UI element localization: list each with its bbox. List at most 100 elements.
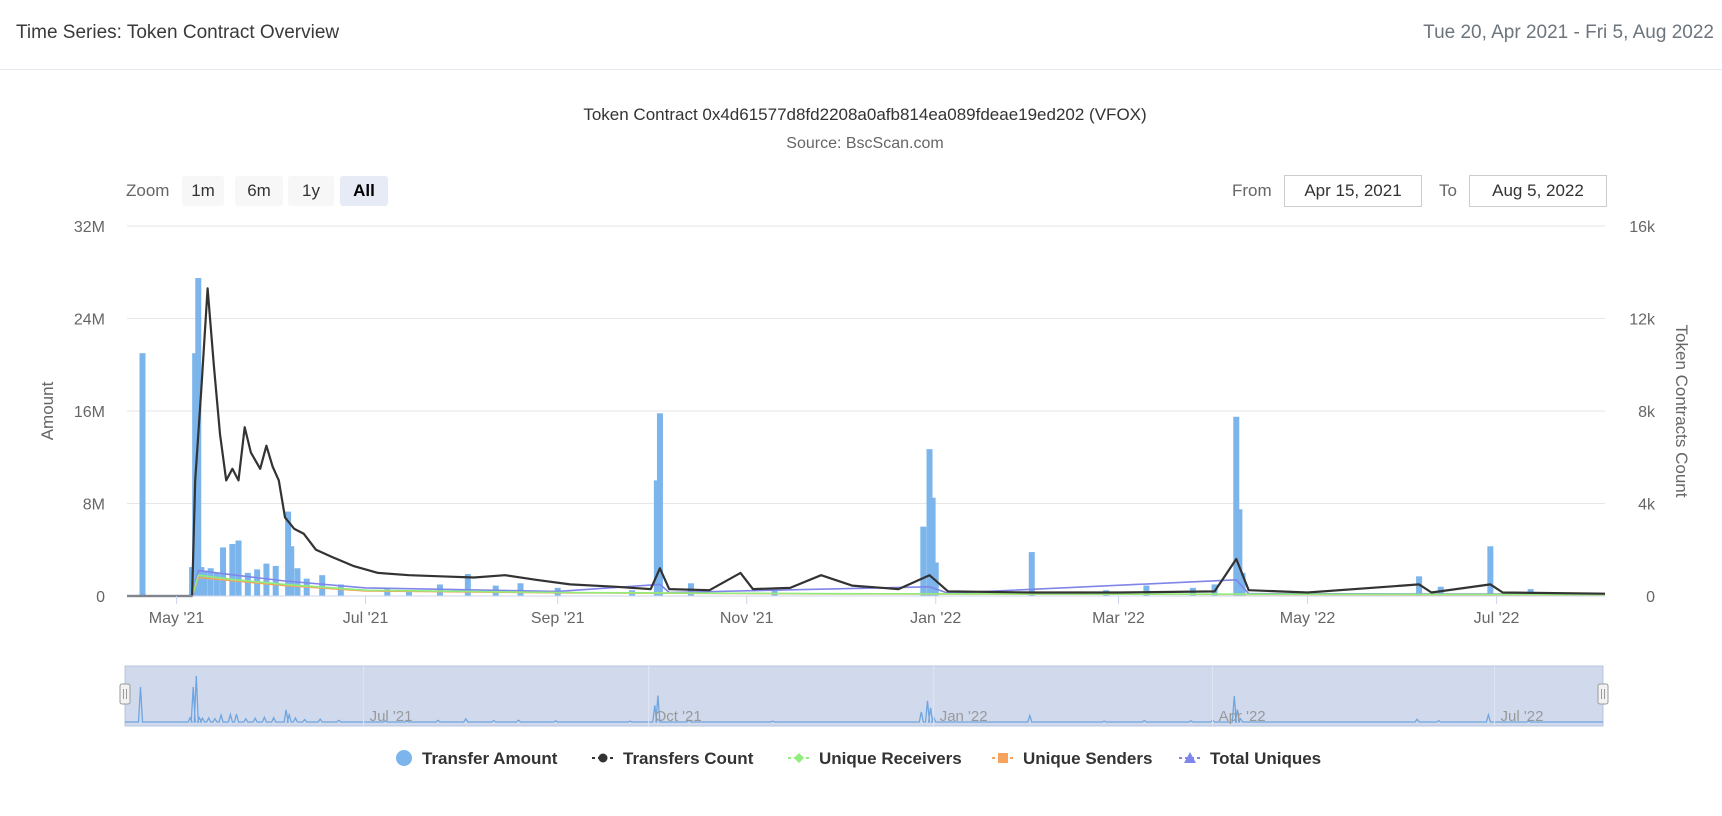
y-right-axis-title: Token Contracts Count	[1672, 325, 1691, 498]
navigator-right-handle[interactable]	[1597, 683, 1609, 705]
transfer-amount-bar	[436, 584, 443, 596]
transfer-amount-bar	[303, 578, 310, 596]
transfer-amount-bar	[139, 353, 146, 596]
transfer-amount-bar	[229, 543, 236, 596]
navigator-series	[125, 675, 1603, 723]
transfer-amount-bar	[288, 546, 295, 596]
x-tick-label: Mar '22	[1092, 610, 1145, 627]
legend-item-total-uniques[interactable]: Total Uniques	[1179, 749, 1321, 768]
x-tick-label: Jul '21	[343, 610, 389, 627]
zoom-1y-button[interactable]: 1y	[288, 176, 334, 206]
from-date-input[interactable]	[1284, 175, 1422, 207]
y-right-tick-label: 12k	[1629, 312, 1656, 329]
transfer-amount-bar	[1028, 552, 1035, 596]
y-left-tick-label: 8M	[83, 497, 105, 514]
x-tick-label: May '22	[1280, 610, 1336, 627]
transfer-amount-bar	[405, 590, 412, 596]
chart-subtitle: Source: BscScan.com	[786, 135, 943, 152]
navigator-tick-label: Jan '22	[940, 708, 988, 725]
y-right-tick-label: 0	[1646, 589, 1655, 606]
transfer-amount-bar	[235, 540, 242, 596]
grid-lines	[127, 225, 1605, 597]
from-label: From	[1232, 181, 1272, 200]
legend-symbol	[396, 750, 412, 766]
transfer-amount-bar	[1143, 585, 1150, 596]
legend-symbol	[1184, 752, 1196, 763]
transfer-amount-bar	[198, 567, 205, 596]
navigator[interactable]: Jul '21 Oct '21 Jan '22 Apr '22 Jul '22	[119, 665, 1609, 727]
y-left-tick-label: 24M	[74, 312, 105, 329]
transfer-amount-bar	[285, 511, 292, 596]
legend-symbol	[598, 753, 608, 763]
y-right-tick-label: 16k	[1629, 219, 1656, 236]
zoom-all-button[interactable]: All	[340, 176, 388, 206]
card-header: Time Series: Token Contract Overview Tue…	[0, 0, 1722, 70]
legend-label: Transfer Amount	[422, 749, 558, 768]
transfer-amount-bar	[1437, 586, 1444, 596]
legend-item-transfers-count[interactable]: Transfers Count	[592, 749, 754, 768]
transfer-amount-bar	[1236, 509, 1243, 596]
page-title: Time Series: Token Contract Overview	[16, 22, 340, 43]
transfer-amount-bar	[1527, 589, 1534, 596]
legend-item-unique-receivers[interactable]: Unique Receivers	[788, 749, 962, 768]
transfer-amount-bars	[139, 278, 1534, 596]
transfer-amount-bar	[254, 569, 261, 596]
zoom-label: Zoom	[126, 181, 170, 200]
transfer-amount-bar	[220, 547, 227, 596]
transfer-amount-bar	[263, 563, 270, 596]
legend-item-transfer-amount[interactable]: Transfer Amount	[396, 749, 558, 768]
date-range-label: Tue 20, Apr 2021 - Fri 5, Aug 2022	[1423, 22, 1714, 43]
transfer-amount-bar	[771, 590, 778, 596]
transfer-amount-bar	[464, 574, 471, 596]
total-uniques-line	[127, 569, 1606, 597]
transfer-amount-bar	[294, 568, 301, 596]
unique-senders-line	[127, 576, 1606, 597]
transfer-amount-bar	[653, 480, 660, 596]
transfer-amount-bar	[201, 570, 208, 596]
transfer-amount-bar	[1487, 546, 1494, 596]
transfer-amount-bar	[517, 583, 524, 596]
x-tick-label: Jul '22	[1474, 610, 1520, 627]
legend-label: Transfers Count	[623, 749, 754, 768]
legend-label: Total Uniques	[1210, 749, 1321, 768]
zoom-1m-button[interactable]: 1m	[182, 176, 224, 206]
legend-label: Unique Receivers	[819, 749, 962, 768]
zoom-6m-button[interactable]: 6m	[235, 176, 283, 206]
navigator-tick-label: Jul '22	[1501, 708, 1544, 725]
y-left-tick-label: 16M	[74, 404, 105, 421]
transfer-amount-bar	[926, 449, 933, 596]
transfer-amount-bar	[1189, 587, 1196, 596]
legend: Transfer Amount Transfers Count Unique Rec…	[396, 749, 1321, 768]
x-tick-label: Nov '21	[720, 610, 774, 627]
to-date-input[interactable]	[1469, 175, 1607, 207]
navigator-left-handle[interactable]	[119, 683, 131, 705]
transfer-amount-bar	[1211, 584, 1218, 596]
y-right-tick-label: 8k	[1638, 404, 1656, 421]
transfer-amount-bar	[932, 562, 939, 596]
axes: 0 8M 16M 24M 32M 0 4k 8k 12k 16k May '21 Jul '21 Sep…	[74, 219, 1656, 627]
transfer-amount-bar	[384, 589, 391, 596]
transfer-amount-bar	[629, 590, 636, 596]
to-label: To	[1439, 181, 1457, 200]
transfer-amount-bar	[213, 572, 220, 596]
navigator-tick-label: Jul '21	[370, 708, 413, 725]
transfer-amount-bar	[1239, 572, 1246, 596]
transfer-amount-bar	[272, 565, 279, 596]
transfers-count-line	[127, 287, 1606, 598]
transfer-amount-bar	[207, 568, 214, 596]
legend-item-unique-senders[interactable]: Unique Senders	[992, 749, 1152, 768]
navigator-selection[interactable]	[124, 665, 1604, 727]
legend-label: Unique Senders	[1023, 749, 1152, 768]
transfer-amount-bar	[656, 413, 663, 596]
transfer-amount-bar	[920, 526, 927, 596]
x-tick-label: Jan '22	[910, 610, 961, 627]
chart-title: Token Contract 0x4d61577d8fd2208a0afb814…	[583, 105, 1146, 124]
transfer-amount-bar	[492, 585, 499, 596]
transfer-amount-bar	[192, 353, 199, 596]
transfer-amount-bar	[244, 572, 251, 596]
x-tick-label: May '21	[149, 610, 205, 627]
y-left-axis-title: Amount	[38, 381, 57, 440]
transfer-amount-bar	[337, 584, 344, 596]
y-right-tick-label: 4k	[1638, 497, 1656, 514]
